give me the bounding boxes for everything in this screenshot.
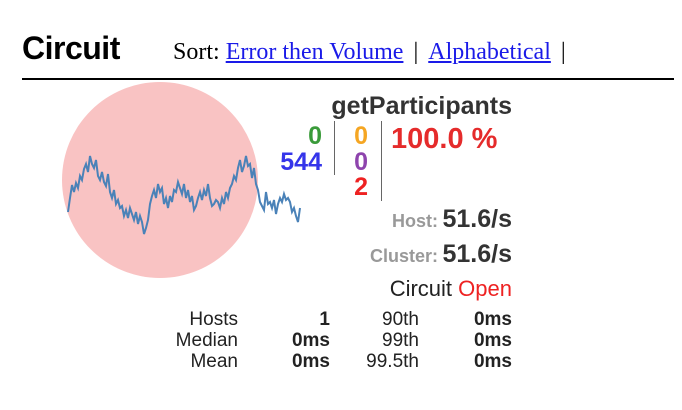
page-title: Circuit	[22, 30, 120, 66]
header-divider	[22, 78, 674, 80]
stat-pct-99-5th: 99.5th	[366, 351, 419, 372]
host-rate: Host: 51.6/s	[392, 205, 512, 234]
sort-error-volume-link[interactable]: Error then Volume	[225, 39, 404, 65]
timeout-count: 0	[354, 122, 368, 150]
host-rate-label: Host:	[392, 211, 439, 231]
host-rate-value: 51.6/s	[442, 205, 512, 233]
sort-separator: |	[560, 39, 566, 65]
cluster-rate: Cluster: 51.6/s	[370, 240, 512, 269]
success-count: 0	[308, 122, 322, 150]
circuit-status-label: Circuit	[389, 276, 453, 301]
sparkline	[67, 155, 301, 235]
circuit-chart-svg	[62, 82, 301, 278]
stat-pct-value-99-5th: 0ms	[473, 351, 512, 372]
rejected-count: 0	[354, 148, 368, 176]
stat-pct-99th: 99th	[382, 330, 419, 351]
circuit-status-value: Open	[458, 276, 512, 301]
stat-value-hosts: 1	[319, 309, 330, 330]
failure-count: 2	[354, 173, 368, 201]
stat-label-mean: Mean	[190, 351, 238, 372]
count-divider	[334, 121, 335, 175]
count-divider	[381, 121, 382, 201]
stat-label-median: Median	[175, 330, 238, 351]
health-bubble	[62, 82, 258, 278]
stat-pct-value-90th: 0ms	[473, 309, 512, 330]
sort-separator: |	[413, 39, 419, 65]
error-percentage: 100.0 %	[391, 123, 498, 155]
cluster-rate-value: 51.6/s	[442, 240, 512, 268]
stat-pct-value-99th: 0ms	[473, 330, 512, 351]
stat-label-hosts: Hosts	[189, 309, 238, 330]
stat-pct-90th: 90th	[382, 309, 419, 330]
sort-label: Sort:	[173, 39, 220, 65]
cluster-rate-label: Cluster:	[370, 246, 439, 266]
circuit-status: Circuit Open	[390, 276, 512, 302]
circuit-name: getParticipants	[331, 92, 512, 120]
circuit-chart	[60, 80, 310, 280]
sort-alphabetical-link[interactable]: Alphabetical	[428, 39, 551, 65]
short-circuited-count: 544	[280, 148, 322, 176]
sort-controls: Sort: Error then Volume | Alphabetical |	[173, 39, 576, 66]
stat-value-median: 0ms	[291, 330, 330, 351]
stat-value-mean: 0ms	[291, 351, 330, 372]
